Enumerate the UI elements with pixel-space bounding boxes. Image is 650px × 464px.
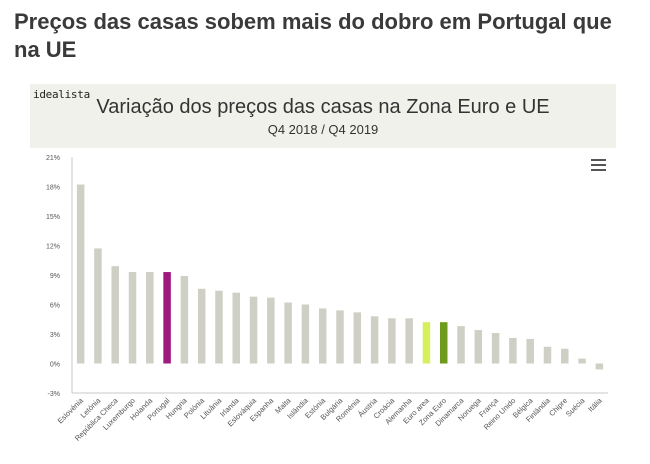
bar-holanda bbox=[146, 272, 154, 364]
bar-hungria bbox=[180, 275, 189, 364]
bar-chipre bbox=[561, 348, 569, 364]
bar--ustria bbox=[370, 316, 379, 364]
bar-luxemburgo bbox=[128, 272, 137, 364]
y-tick-label: 15% bbox=[46, 214, 60, 221]
bar-finl-ndia bbox=[543, 346, 552, 364]
bar-portugal bbox=[163, 272, 171, 364]
x-tick-label: Itália bbox=[586, 395, 604, 413]
x-tick-label: Suécia bbox=[564, 395, 587, 418]
y-tick-label: 9% bbox=[50, 273, 60, 280]
bar-fran-a bbox=[491, 333, 500, 364]
bar-eslov-nia bbox=[76, 184, 85, 364]
bar-zona-euro bbox=[439, 322, 448, 364]
y-tick-label: 3% bbox=[50, 332, 60, 339]
y-tick-label: 6% bbox=[50, 303, 60, 310]
bar-let-nia bbox=[94, 248, 102, 364]
bar-est-nia bbox=[318, 308, 327, 364]
headline: Preços das casas sobem mais do dobro em … bbox=[14, 9, 612, 62]
bar-alemanha bbox=[405, 318, 413, 364]
y-tick-label: 18% bbox=[46, 185, 60, 192]
bar-reino-unido bbox=[509, 337, 517, 364]
bar-bulg-ria bbox=[336, 310, 344, 364]
y-tick-label: 12% bbox=[46, 244, 60, 251]
bar-rom-nia bbox=[353, 312, 362, 364]
hamburger-menu-icon[interactable] bbox=[591, 159, 606, 173]
chart-subtitle: Q4 2018 / Q4 2019 bbox=[267, 122, 379, 137]
bar-litu-nia bbox=[215, 290, 223, 364]
bar-b-lgica bbox=[526, 338, 534, 364]
bar-irlanda bbox=[232, 292, 241, 364]
bar-noruega bbox=[474, 330, 483, 364]
chart-header: idealista Variação dos preços das casas … bbox=[30, 84, 616, 148]
y-tick-label: 0% bbox=[50, 362, 60, 369]
bar-su-cia bbox=[578, 358, 586, 364]
y-tick-label: 21% bbox=[46, 155, 60, 162]
bar-it-lia bbox=[595, 363, 604, 370]
bar-euro-area bbox=[422, 322, 431, 364]
bar-cro-cia bbox=[388, 318, 396, 364]
bar-pol-nia bbox=[197, 288, 206, 364]
bar-eslov-quia bbox=[249, 296, 258, 364]
bar-malta bbox=[284, 302, 292, 364]
bar-dinamarca bbox=[457, 326, 465, 364]
brand-logo: idealista bbox=[33, 88, 90, 101]
chart-title: Variação dos preços das casas na Zona Eu… bbox=[96, 96, 550, 118]
bar-espanha bbox=[267, 297, 275, 364]
bar-rep-blica-checa bbox=[111, 266, 119, 364]
y-tick-label: -3% bbox=[48, 391, 60, 398]
bar-isl-ndia bbox=[301, 304, 310, 364]
